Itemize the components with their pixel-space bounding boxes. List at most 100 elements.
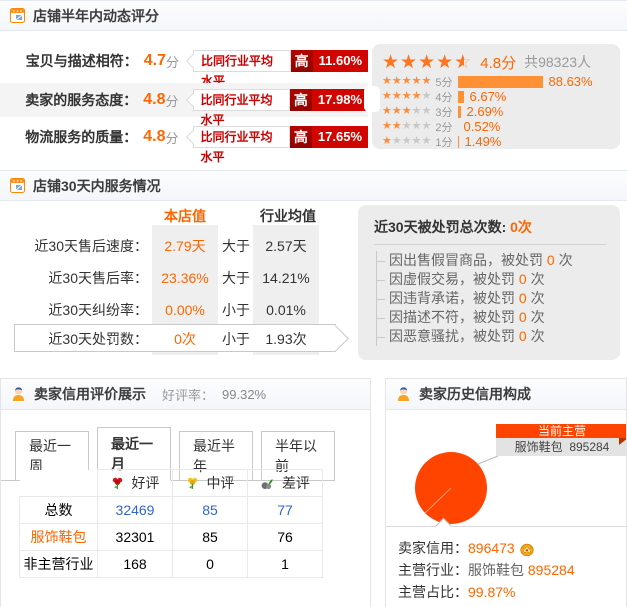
distribution-bar	[457, 75, 543, 88]
penalty-list: 因出售假冒商品，被处罚 0 次 因虚假交易，被处罚 0 次 因违背承诺，被处罚 …	[376, 251, 606, 346]
section-title: 店铺30天内服务情况	[33, 177, 161, 194]
header-neutral: 中评	[172, 469, 248, 497]
table-row-total: 总数 32469 85 77	[19, 496, 323, 524]
higher-badge: 高	[289, 126, 312, 148]
category-neutral-count: 85	[172, 523, 248, 551]
overall-rating-value: 4.8分	[480, 54, 517, 72]
section-credit-composition: 卖家历史信用构成 当前主营 服饰鞋包 895284 卖家信用：896473 主营…	[385, 378, 627, 607]
pie-callout: 当前主营 服饰鞋包 895284	[496, 424, 626, 456]
distribution-bar	[457, 90, 464, 103]
service-label: 近30天售后速度：	[34, 238, 148, 254]
section-title: 卖家历史信用构成	[419, 386, 531, 402]
shop-column-header: 本店值	[164, 208, 206, 224]
shop-value: 0.00%	[165, 302, 205, 318]
stars-icon: ★★★★★	[382, 105, 432, 117]
header-negative: 差评	[247, 469, 323, 497]
rating-unit: 分	[165, 130, 179, 146]
section-title: 卖家信用评价展示	[34, 386, 146, 402]
seller-avatar-icon	[13, 387, 24, 401]
time-range-tabs: 最近一周 最近一月 最近半年 半年以前	[1, 427, 335, 481]
percent-badge: 17.98%	[311, 89, 368, 111]
other-praise-count: 168	[97, 550, 173, 578]
shop-value: 23.36%	[161, 270, 209, 286]
header-praise: 好评	[97, 469, 173, 497]
praise-rate-value: 99.32%	[222, 386, 267, 402]
shop-window-icon	[10, 8, 25, 23]
page-title: 店铺半年内动态评分	[33, 7, 159, 24]
industry-value: 14.21%	[262, 270, 310, 286]
distribution-row: ★★★★★ 4分 6.67%	[382, 89, 610, 104]
praise-rate-label: 好评率：	[162, 387, 215, 403]
comparator: 小于	[222, 331, 250, 347]
penalty-item: 因违背承诺，被处罚 0 次	[377, 289, 606, 308]
divider	[386, 526, 626, 527]
table-row-other: 非主营行业 168 0 1	[19, 550, 323, 578]
distribution-percent: 88.63%	[548, 74, 593, 89]
divider	[374, 244, 606, 245]
service-label: 近30天纠纷率：	[48, 302, 148, 318]
service-label: 近30天售后率：	[48, 270, 148, 286]
star-level-label: 4分	[435, 91, 453, 104]
rating-label: 卖家的服务态度：	[25, 92, 138, 108]
star-level-label: 2分	[435, 121, 453, 134]
total-praise-count[interactable]: 32469	[97, 496, 173, 524]
rating-count: 共98323人	[524, 54, 592, 70]
credit-pie-chart	[415, 452, 499, 524]
total-negative-count[interactable]: 77	[247, 496, 323, 524]
comparator: 大于	[222, 270, 250, 286]
overall-stars-icon: ★★★★☆ ★	[382, 51, 473, 73]
distribution-percent: 6.67%	[469, 89, 507, 104]
rating-score: 4.7	[143, 52, 166, 69]
service-label: 近30天处罚数：	[48, 331, 148, 347]
section-header: 卖家历史信用构成	[386, 379, 626, 410]
shop-value: 2.79天	[164, 238, 206, 254]
callout-value: 服饰鞋包 895284	[496, 438, 626, 456]
industry-value: 1.93次	[265, 331, 307, 347]
star-level-label: 1分	[435, 136, 453, 149]
flower-yellow-icon	[187, 477, 197, 489]
table-row-main-category: 服饰鞋包 32301 85 76	[19, 523, 323, 551]
stars-icon: ★★★★★	[382, 90, 432, 102]
table-header-row: 好评 中评 差评	[19, 469, 323, 497]
rating-row: 物流服务的质量： 4.8 分 比同行业平均水平 高 17.65%	[0, 122, 368, 164]
row-label: 非主营行业	[19, 550, 98, 578]
rating-unit: 分	[165, 93, 179, 109]
seller-avatar-icon	[398, 387, 409, 401]
row-label-category[interactable]: 服饰鞋包	[19, 523, 98, 551]
wilted-icon	[261, 478, 273, 489]
percent-badge: 17.65%	[311, 126, 368, 148]
category-praise-count: 32301	[97, 523, 173, 551]
distribution-percent: 0.52%	[463, 119, 501, 134]
section-service-30days: 店铺30天内服务情况 本店值 行业均值 近30天售后速度： 2.79天 大于 2…	[0, 170, 627, 378]
service-row: 近30天售后速度： 2.79天 大于 2.57天	[0, 232, 350, 260]
rating-unit: 分	[165, 54, 179, 70]
penalty-title: 近30天被处罚总次数: 0次	[374, 219, 532, 235]
row-label: 总数	[19, 496, 98, 524]
service-row-penalty: 近30天处罚数： 0次 小于 1.93次	[0, 325, 350, 353]
shop-window-icon	[10, 178, 25, 193]
penalty-total-count: 0次	[510, 219, 532, 235]
distribution-row: ★★★★★ 1分 1.49%	[382, 134, 610, 149]
section-credit-evaluation: 卖家信用评价展示 好评率： 99.32% 最近一周 最近一月 最近半年 半年以前…	[0, 378, 371, 607]
higher-badge: 高	[290, 50, 313, 72]
total-neutral-count[interactable]: 85	[172, 496, 248, 524]
rating-label: 物流服务的质量：	[25, 129, 138, 145]
seller-credit-line: 卖家信用：896473	[398, 537, 575, 559]
compare-bubble: 比同行业平均水平	[192, 50, 291, 88]
penalty-item: 因出售假冒商品，被处罚 0 次	[377, 251, 606, 270]
penalty-summary-panel: 近30天被处罚总次数: 0次 因出售假冒商品，被处罚 0 次 因虚假交易，被处罚…	[358, 205, 620, 360]
star-level-label: 5分	[435, 76, 453, 89]
overall-rating-row: ★★★★☆ ★ 4.8分 共98323人	[382, 50, 610, 74]
comparator: 大于	[222, 238, 250, 254]
industry-value: 2.57天	[265, 238, 307, 254]
main-category-line: 主营行业：服饰鞋包 895284	[398, 562, 575, 578]
service-row: 近30天纠纷率： 0.00% 小于 0.01%	[0, 296, 350, 324]
distribution-percent: 2.69%	[466, 104, 504, 119]
distribution-row: ★★★★★ 5分 88.63%	[382, 74, 610, 89]
penalty-item: 因描述不符，被处罚 0 次	[377, 308, 606, 327]
crown-icon	[520, 544, 534, 557]
compare-bubble: 比同行业平均水平	[192, 89, 290, 127]
other-negative-count: 1	[247, 550, 323, 578]
rating-label: 宝贝与描述相符：	[25, 53, 138, 69]
